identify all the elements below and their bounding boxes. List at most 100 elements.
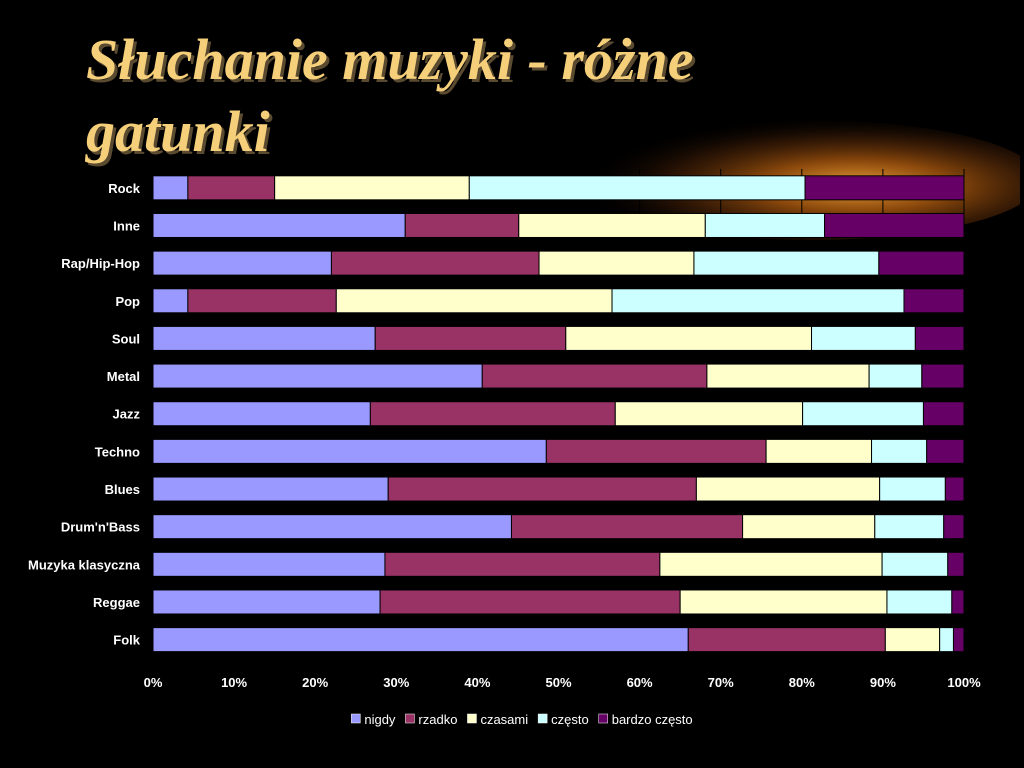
bar-segment	[330, 250, 540, 276]
category-label: Reggae	[93, 595, 140, 610]
legend: nigdy rzadko czasami często bardzo często	[351, 712, 693, 727]
category-label: Rap/Hip-Hop	[61, 256, 140, 271]
bar-segment	[687, 627, 886, 653]
x-tick-label: 0%	[144, 675, 163, 690]
bar-segment	[379, 589, 681, 615]
bar-segment	[824, 212, 965, 238]
bar-segment	[952, 627, 965, 653]
legend-item: rzadko	[405, 712, 457, 727]
bar-segment	[545, 438, 767, 464]
bar-segment	[611, 288, 905, 314]
bar-segment	[659, 551, 883, 577]
bar-segment	[614, 401, 804, 427]
bar-segment	[868, 363, 923, 389]
bar-segment	[468, 175, 806, 201]
bar-segment	[706, 363, 870, 389]
legend-swatch	[598, 713, 608, 724]
bar-segment	[879, 476, 946, 502]
legend-item: nigdy	[351, 712, 396, 727]
x-tick-label: 60%	[627, 675, 653, 690]
bar-segment	[152, 325, 376, 351]
bar-segment	[811, 325, 916, 351]
x-tick-label: 90%	[870, 675, 896, 690]
bar-segment	[152, 476, 389, 502]
bar-segment	[518, 212, 706, 238]
legend-label: czasami	[480, 712, 528, 727]
bar-segment	[878, 250, 965, 276]
x-tick-label: 70%	[708, 675, 734, 690]
bar-segment	[187, 175, 276, 201]
legend-label: rzadko	[418, 712, 457, 727]
bar-segment	[693, 250, 880, 276]
bar-segment	[939, 627, 954, 653]
bar-segment	[802, 401, 924, 427]
bar-segment	[274, 175, 470, 201]
bar-segment	[922, 401, 965, 427]
x-tick-label: 50%	[545, 675, 571, 690]
x-tick-label: 10%	[221, 675, 247, 690]
x-tick-label: 100%	[947, 675, 981, 690]
bar-segment	[510, 514, 744, 540]
category-label: Jazz	[113, 407, 141, 422]
bar-segment	[695, 476, 881, 502]
legend-label: często	[551, 712, 589, 727]
bar-segment	[538, 250, 695, 276]
bar-segment	[926, 438, 965, 464]
bar-segment	[152, 438, 547, 464]
category-label: Folk	[113, 633, 140, 648]
bar-segment	[874, 514, 945, 540]
category-label: Rock	[108, 181, 141, 196]
bar-segment	[921, 363, 965, 389]
category-label: Blues	[105, 482, 140, 497]
bar-segment	[152, 627, 689, 653]
bars	[152, 175, 965, 653]
bar-segment	[152, 514, 512, 540]
bar-segment	[742, 514, 876, 540]
slide-title: Słuchanie muzyki - różne gatunki	[86, 27, 694, 164]
bar-segment	[951, 589, 965, 615]
category-label: Soul	[112, 331, 140, 346]
bar-segment	[404, 212, 520, 238]
category-label: Muzyka klasyczna	[28, 557, 141, 572]
category-label: Metal	[107, 369, 140, 384]
bar-segment	[565, 325, 813, 351]
legend-swatch	[405, 713, 415, 724]
category-label: Inne	[113, 218, 140, 233]
category-label: Pop	[115, 294, 140, 309]
legend-swatch	[537, 713, 548, 724]
bar-segment	[152, 250, 332, 276]
bar-segment	[384, 551, 661, 577]
bar-segment	[871, 438, 928, 464]
bar-segment	[374, 325, 567, 351]
legend-item: bardzo często	[598, 712, 693, 727]
x-tick-label: 30%	[383, 675, 409, 690]
legend-item: czasami	[467, 712, 528, 727]
bar-segment	[947, 551, 965, 577]
bar-segment	[152, 212, 406, 238]
bar-segment	[187, 288, 337, 314]
bar-segment	[152, 363, 483, 389]
bar-segment	[881, 551, 949, 577]
bar-segment	[679, 589, 888, 615]
legend-swatch	[351, 713, 361, 724]
category-label: Drum'n'Bass	[61, 520, 140, 535]
bar-segment	[943, 514, 965, 540]
bar-segment	[152, 288, 189, 314]
bar-segment	[884, 627, 941, 653]
legend-swatch	[467, 713, 477, 724]
legend-label: bardzo często	[612, 712, 693, 727]
bar-segment	[903, 288, 965, 314]
category-labels: Rock Inne Rap/Hip-Hop Pop Soul Metal Jazz Techn…	[28, 181, 141, 648]
bar-segment	[152, 551, 386, 577]
bar-segment	[944, 476, 965, 502]
bar-segment	[886, 589, 953, 615]
bar-segment	[369, 401, 616, 427]
bar-segment	[804, 175, 965, 201]
legend-label: nigdy	[364, 712, 396, 727]
bar-segment	[152, 175, 189, 201]
bar-segment	[765, 438, 873, 464]
x-tick-label: 20%	[302, 675, 328, 690]
bar-segment	[387, 476, 697, 502]
x-tick-label: 40%	[464, 675, 490, 690]
